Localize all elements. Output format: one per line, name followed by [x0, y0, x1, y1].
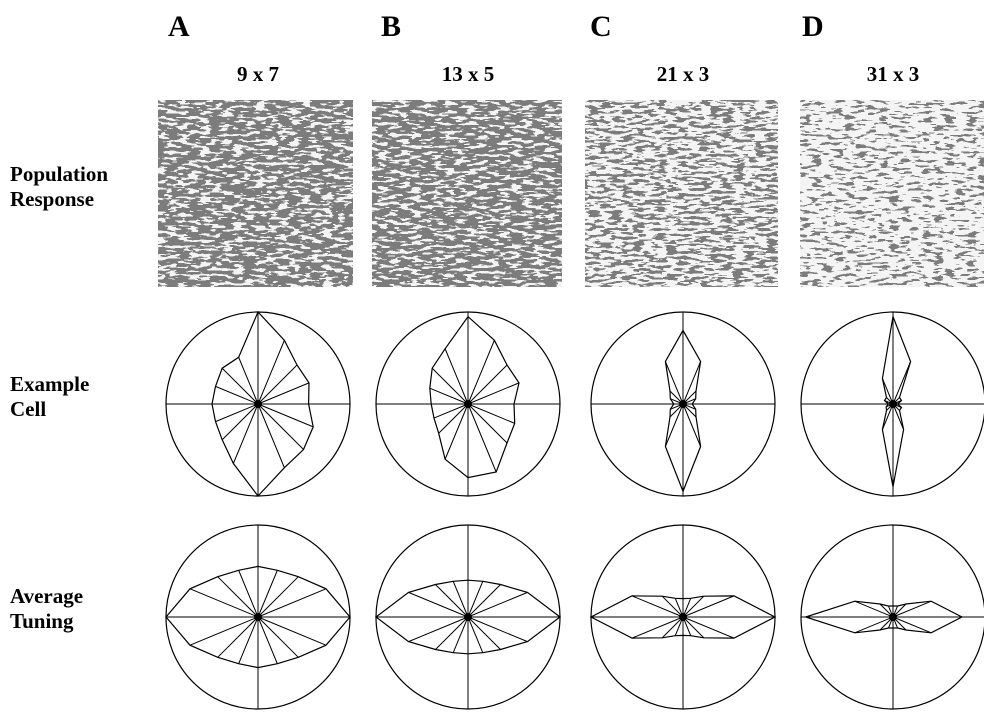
tuning-spoke: [432, 368, 468, 404]
population-response: [800, 100, 984, 287]
polar-center: [464, 613, 472, 621]
tuning-spoke: [222, 368, 258, 404]
polar-center: [254, 400, 262, 408]
tuning-spoke: [435, 584, 468, 617]
tuning-spoke: [222, 404, 258, 440]
panel-letter: B: [381, 10, 401, 44]
polar-center: [679, 400, 687, 408]
tuning-spoke: [258, 617, 298, 657]
tuning-spoke: [468, 404, 507, 443]
tuning-spoke: [468, 365, 507, 404]
tuning-spoke: [435, 617, 468, 650]
population-response: [372, 100, 562, 287]
tuning-spoke: [893, 362, 911, 404]
tuning-curve: [882, 317, 910, 487]
tuning-spoke: [439, 404, 468, 433]
tuning-spoke: [662, 596, 683, 617]
panel-letter: D: [802, 10, 824, 44]
filter-size: 21 x 3: [583, 62, 783, 87]
row-label: Example Cell: [10, 372, 125, 422]
polar-center: [254, 613, 262, 621]
panel-letter: C: [590, 10, 612, 44]
tuning-spoke: [683, 404, 701, 446]
filter-size: 31 x 3: [793, 62, 984, 87]
tuning-spoke: [662, 617, 683, 638]
figure: Population Response Example Cell Average T…: [0, 0, 984, 716]
panel-letter: A: [168, 10, 190, 44]
tuning-spoke: [258, 365, 297, 404]
polar-center: [464, 400, 472, 408]
tuning-spoke: [882, 404, 893, 429]
polar-center: [889, 400, 897, 408]
tuning-spoke: [258, 404, 304, 450]
row-label: Average Tuning: [10, 584, 125, 634]
tuning-spoke: [665, 362, 683, 404]
tuning-spoke: [683, 617, 704, 638]
population-response: [585, 100, 778, 287]
tuning-spoke: [218, 577, 258, 617]
tuning-spoke: [258, 577, 298, 617]
population-response: [158, 100, 353, 287]
filter-size: 9 x 7: [158, 62, 358, 87]
polar-center: [679, 613, 687, 621]
tuning-spoke: [665, 404, 683, 446]
figure-graphics: [0, 0, 984, 716]
polar-center: [889, 613, 897, 621]
row-label: Population Response: [10, 162, 125, 212]
tuning-spoke: [468, 584, 501, 617]
tuning-spoke: [218, 617, 258, 657]
tuning-spoke: [468, 617, 501, 650]
filter-size: 13 x 5: [368, 62, 568, 87]
tuning-spoke: [683, 362, 701, 404]
tuning-spoke: [683, 596, 704, 617]
